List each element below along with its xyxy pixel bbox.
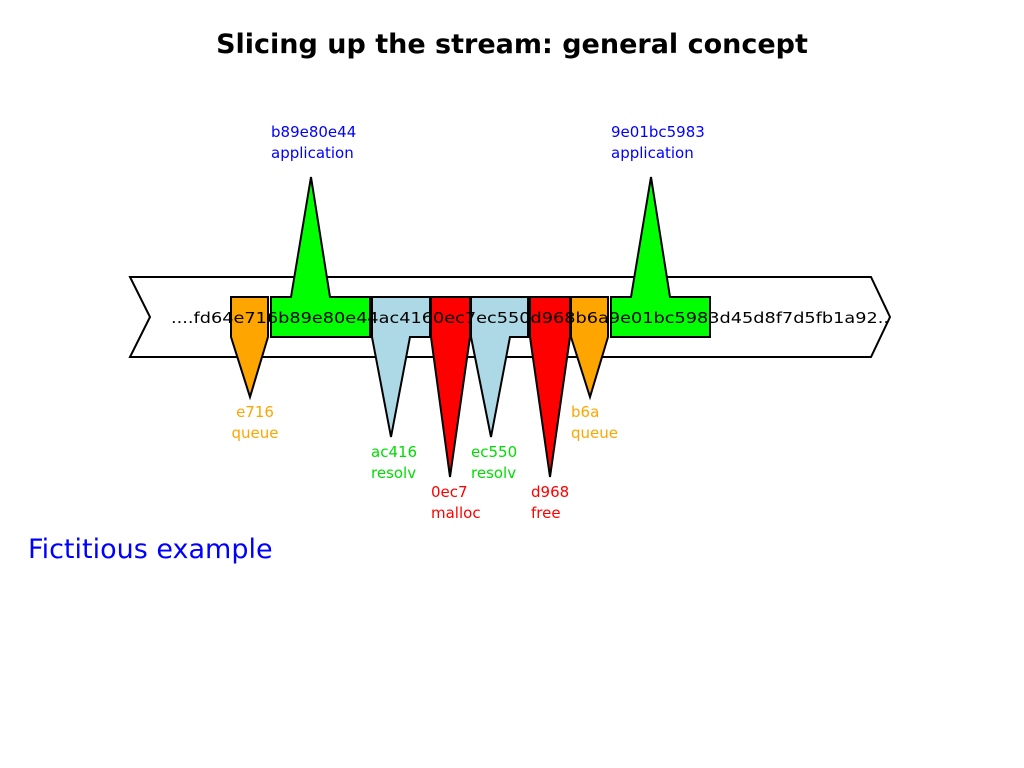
slice-d968-free — [529, 296, 571, 478]
label-type: resolv — [371, 464, 416, 482]
slice-ec550-resolv — [470, 296, 529, 438]
label-id: 0ec7 — [431, 483, 468, 501]
label-id: b89e80e44 — [271, 123, 356, 141]
slice-b89e80e44-application — [270, 176, 371, 338]
label-id: ec550 — [471, 443, 517, 461]
slice-9e01bc5983-application — [610, 176, 711, 338]
slice-e716-queue — [230, 296, 269, 401]
fictitious-example-note: Fictitious example — [28, 534, 273, 565]
label-type: queue — [232, 424, 279, 442]
label-id: d968 — [531, 483, 569, 501]
label-type: free — [531, 504, 561, 522]
label-type: malloc — [431, 504, 481, 522]
stream-text: ....fd64e716b89e80e44ac4160ec7ec550d968b… — [171, 309, 889, 327]
slide-title: Slicing up the stream: general concept — [216, 29, 808, 60]
label-type: application — [611, 144, 694, 162]
label-id: 9e01bc5983 — [611, 123, 705, 141]
label-id: ac416 — [371, 443, 417, 461]
slice-b6a-queue — [570, 296, 609, 401]
label-id: e716 — [236, 403, 274, 421]
label-id: b6a — [571, 403, 599, 421]
label-type: queue — [571, 424, 618, 442]
slice-0ec7-malloc — [430, 296, 471, 478]
label-type: resolv — [471, 464, 516, 482]
label-type: application — [271, 144, 354, 162]
